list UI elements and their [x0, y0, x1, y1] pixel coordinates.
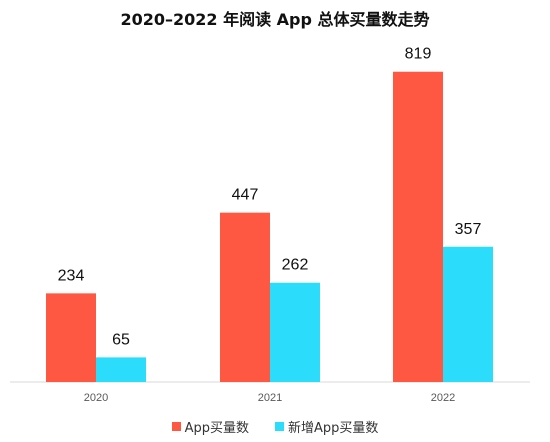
data-label: 819 [405, 46, 432, 63]
x-tick-label: 2022 [431, 392, 455, 404]
bar-new-app-2022 [443, 246, 493, 382]
x-tick-label: 2021 [258, 392, 282, 404]
data-label: 65 [112, 331, 130, 348]
data-label: 447 [232, 187, 259, 204]
legend-swatch [275, 422, 284, 431]
legend-label: 新增App买量数 [288, 421, 379, 436]
bar-app-2022 [393, 71, 443, 382]
legend-label: App买量数 [184, 421, 249, 436]
data-label: 234 [58, 267, 85, 284]
bar-new-app-2020 [96, 357, 146, 382]
bar-app-2021 [220, 212, 270, 382]
data-label: 357 [455, 221, 482, 238]
bar-new-app-2021 [270, 282, 320, 382]
legend-swatch [171, 422, 181, 431]
legend: App买量数 新增App买量数 [0, 417, 550, 436]
bar-app-2020 [46, 293, 96, 382]
bar-chart: 234 65 2020 447 262 2021 819 357 2022 [10, 46, 530, 404]
plot-area: 234 65 2020 447 262 2021 819 357 2022 [10, 46, 530, 404]
x-tick-label: 2020 [84, 392, 108, 404]
chart-title: 2020–2022 年阅读 App 总体买量数走势 [120, 10, 430, 29]
legend-item-new-app: 新增App买量数 [275, 417, 378, 436]
data-label: 262 [282, 257, 309, 274]
legend-item-app: App买量数 [171, 417, 249, 436]
